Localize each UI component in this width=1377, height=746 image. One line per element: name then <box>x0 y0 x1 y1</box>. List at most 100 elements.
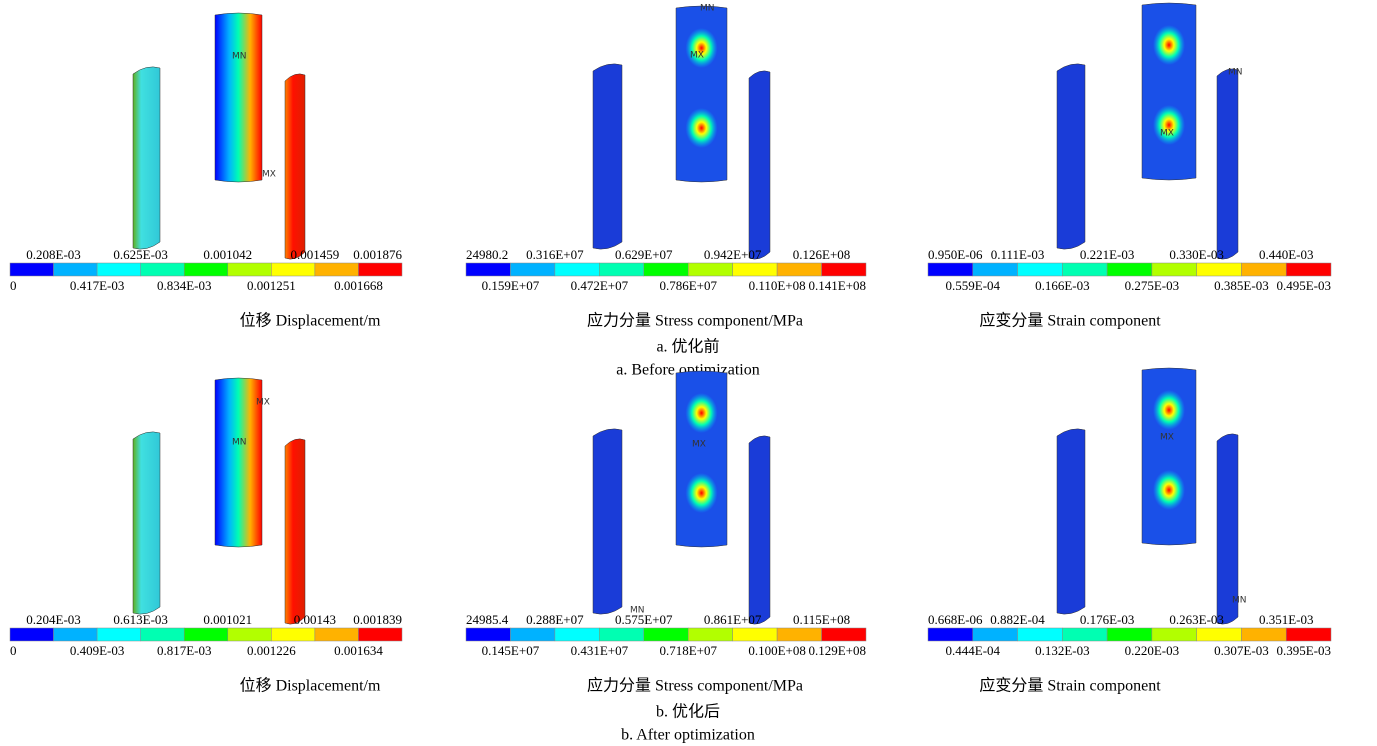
colorbar-segment <box>271 628 315 641</box>
panel-caption: 应变分量 Strain component <box>979 311 1161 330</box>
colorbar-segment <box>184 628 228 641</box>
colorbar-label: 0.208E-03 <box>26 247 81 262</box>
colorbar-segment <box>97 628 141 641</box>
node-marker: MX <box>256 398 270 408</box>
colorbar-label: 0.385E-03 <box>1214 278 1269 293</box>
figure: MN MX 0 0.208E-03 0.417E-03 0.625E-03 0.834E-0… <box>0 0 1377 746</box>
colorbar-label: 0.575E+07 <box>615 612 673 627</box>
colorbar-segment <box>466 628 510 641</box>
node-marker: MX <box>262 170 276 180</box>
colorbar-segment <box>228 263 272 276</box>
colorbar-segment <box>97 263 141 276</box>
colorbar-segment <box>822 263 866 276</box>
node-marker: MN <box>232 438 247 448</box>
node-marker: MX <box>1160 129 1174 139</box>
stress-hotspot <box>686 108 718 148</box>
colorbar-segment <box>10 263 54 276</box>
colorbar-label: 0.176E-03 <box>1080 612 1135 627</box>
colorbar-segment <box>358 263 402 276</box>
colorbar-label: 0.834E-03 <box>157 278 212 293</box>
colorbar-segment <box>928 263 973 276</box>
panel-caption: 位移 Displacement/m <box>240 677 381 695</box>
panel-caption: 应力分量 Stress component/MPa <box>587 676 803 695</box>
colorbar-label: 0.942E+07 <box>704 247 762 262</box>
colorbar-segment <box>599 628 643 641</box>
colorbar-segment <box>184 263 228 276</box>
colorbar-label: 0.129E+08 <box>808 643 866 658</box>
stress-hotspot <box>686 28 718 68</box>
stress-hotspot <box>686 393 718 433</box>
cylinder-shell <box>133 432 160 614</box>
colorbar-segment <box>466 263 510 276</box>
colorbar-label: 0.111E-03 <box>991 247 1045 262</box>
colorbar-segment <box>688 263 732 276</box>
colorbar-label: 0.001876 <box>353 247 402 262</box>
node-marker: MX <box>1160 433 1174 443</box>
colorbar-label: 0.629E+07 <box>615 247 673 262</box>
colorbar-label: 0 <box>10 643 17 658</box>
colorbar-label: 0.307E-03 <box>1214 643 1269 658</box>
colorbar-segment <box>644 628 688 641</box>
colorbar-label: 0.001042 <box>203 247 252 262</box>
stress-hotspot <box>1153 25 1185 65</box>
colorbar-label: 0.440E-03 <box>1259 247 1314 262</box>
node-marker: MN <box>1232 596 1247 606</box>
colorbar-segment <box>1152 628 1197 641</box>
colorbar-label: 0.417E-03 <box>70 278 125 293</box>
cylinder-shell <box>1217 69 1238 259</box>
node-marker: MN <box>700 4 715 14</box>
cylinder-shell <box>133 67 160 249</box>
colorbar-segment <box>1197 628 1242 641</box>
colorbar-segment <box>555 628 599 641</box>
colorbar-label: 0.718E+07 <box>659 643 717 658</box>
colorbar-segment <box>1152 263 1197 276</box>
colorbar-segment <box>1062 263 1107 276</box>
colorbar-label: 0.166E-03 <box>1035 278 1090 293</box>
colorbar-label: 0.221E-03 <box>1080 247 1135 262</box>
colorbar-label: 0.204E-03 <box>26 612 81 627</box>
cylinder-shell <box>1057 429 1085 614</box>
colorbar-label: 0.220E-03 <box>1125 643 1180 658</box>
colorbar-label: 0.001021 <box>203 612 252 627</box>
colorbar-segment <box>228 628 272 641</box>
colorbar-segment <box>315 263 359 276</box>
colorbar-label: 0.100E+08 <box>748 643 806 658</box>
colorbar-segment <box>777 628 821 641</box>
panel-caption: 位移 Displacement/m <box>240 312 381 330</box>
colorbar-label: 24980.2 <box>466 247 508 262</box>
cylinder-shell <box>215 13 262 182</box>
colorbar-segment <box>777 263 821 276</box>
node-marker: MN <box>232 52 247 62</box>
node-marker: MX <box>690 51 704 61</box>
colorbar-segment <box>271 263 315 276</box>
colorbar-segment <box>555 263 599 276</box>
colorbar-segment <box>973 263 1018 276</box>
colorbar-label: 0.275E-03 <box>1125 278 1180 293</box>
row-caption-cn: a. 优化前 <box>656 338 719 356</box>
colorbar-label: 0.786E+07 <box>659 278 717 293</box>
colorbar-label: 0.001634 <box>334 643 383 658</box>
colorbar-segment <box>1107 263 1152 276</box>
colorbar-segment <box>973 628 1018 641</box>
colorbar-label: 0.316E+07 <box>526 247 584 262</box>
cylinder-shell <box>215 378 262 547</box>
row-caption-cn: b. 优化后 <box>656 703 720 721</box>
cylinder-shell <box>749 436 770 624</box>
colorbar-label: 0.817E-03 <box>157 643 212 658</box>
colorbar-label: 0.668E-06 <box>928 612 983 627</box>
colorbar-segment <box>822 628 866 641</box>
colorbar-segment <box>141 628 185 641</box>
colorbar-label: 0.431E+07 <box>571 643 629 658</box>
cylinder-shell <box>593 64 622 249</box>
colorbar-label: 0.625E-03 <box>113 247 168 262</box>
colorbar-label: 0.001668 <box>334 278 383 293</box>
colorbar-segment <box>1018 628 1063 641</box>
panel-caption: 应变分量 Strain component <box>979 676 1161 695</box>
colorbar-label: 0.110E+08 <box>749 278 806 293</box>
colorbar-segment <box>1286 628 1331 641</box>
stress-hotspot <box>1153 390 1185 430</box>
colorbar-label: 0.351E-03 <box>1259 612 1314 627</box>
colorbar-label: 0.613E-03 <box>113 612 168 627</box>
colorbar-label: 0.145E+07 <box>482 643 540 658</box>
colorbar-segment <box>1197 263 1242 276</box>
